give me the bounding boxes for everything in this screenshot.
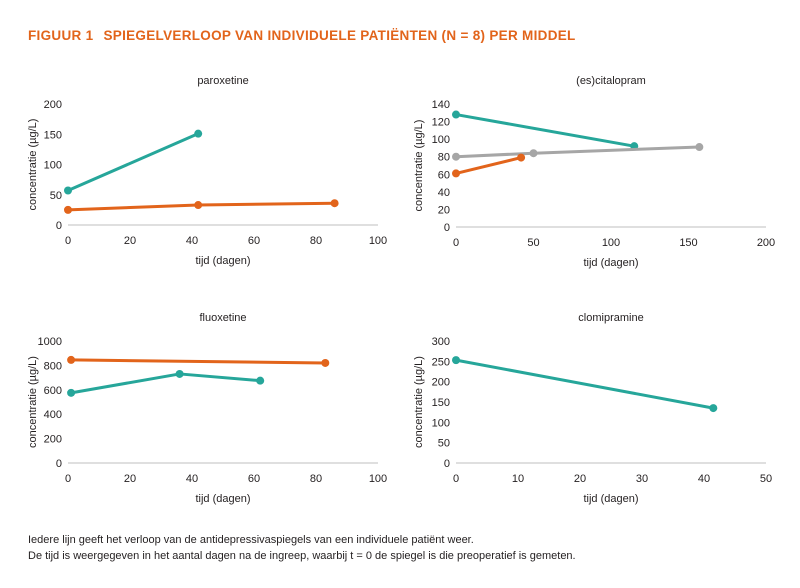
- data-point: [64, 205, 72, 214]
- x-tick-label: 50: [760, 473, 772, 485]
- data-point: [256, 376, 265, 385]
- x-tick-label: 0: [65, 235, 71, 247]
- data-point: [529, 149, 538, 158]
- y-tick-label: 200: [44, 99, 62, 111]
- y-tick-label: 200: [44, 434, 62, 446]
- y-axis-label: concentratie (µg/L): [27, 356, 39, 448]
- data-point: [67, 355, 76, 364]
- data-point: [709, 404, 718, 413]
- y-tick-label: 40: [438, 187, 450, 199]
- y-tick-label: 0: [444, 458, 450, 470]
- data-point: [452, 152, 460, 161]
- chart-title: paroxetine: [197, 75, 248, 87]
- y-tick-label: 50: [50, 190, 62, 202]
- footnote-line-2: De tijd is weergegeven in het aantal dag…: [28, 550, 576, 562]
- data-point: [452, 169, 460, 178]
- x-tick-label: 80: [310, 473, 322, 485]
- data-point: [321, 358, 330, 367]
- data-point: [695, 143, 704, 152]
- data-point: [194, 129, 203, 138]
- chart-2: (es)citalopram 0 50 100 150 200 0 20 40 60 80 100 12…: [413, 75, 775, 269]
- y-tick-label: 80: [438, 152, 450, 164]
- chart-title: (es)citalopram: [576, 75, 646, 87]
- y-tick-label: 800: [44, 360, 62, 372]
- chart-title: fluoxetine: [199, 312, 246, 324]
- y-tick-label: 1000: [38, 336, 62, 348]
- x-tick-label: 0: [453, 237, 459, 249]
- y-tick-label: 250: [432, 356, 450, 368]
- x-axis-label: tijd (dagen): [195, 493, 250, 505]
- series-line: [69, 358, 327, 365]
- chart-4: clomipramine 0 10 20 30 40 50 0 50 100 150 200 250 30…: [413, 312, 772, 505]
- footnote-line-1: Iedere lijn geeft het verloop van de ant…: [28, 534, 474, 546]
- figure-label: FIGUUR 1: [28, 28, 94, 43]
- x-axis-label: tijd (dagen): [195, 255, 250, 267]
- figure-title-text: SPIEGELVERLOOP VAN INDIVIDUELE PATIËNTEN…: [103, 28, 576, 43]
- data-point: [452, 356, 460, 365]
- x-tick-label: 150: [679, 237, 697, 249]
- figure-title: FIGUUR 1 SPIEGELVERLOOP VAN INDIVIDUELE …: [28, 28, 576, 43]
- x-tick-label: 100: [602, 237, 620, 249]
- y-tick-label: 600: [44, 385, 62, 397]
- y-tick-label: 100: [44, 160, 62, 172]
- x-tick-label: 60: [248, 473, 260, 485]
- y-tick-label: 120: [432, 117, 450, 129]
- x-tick-label: 100: [369, 473, 387, 485]
- y-tick-label: 20: [438, 204, 450, 216]
- data-point: [452, 110, 460, 119]
- x-tick-label: 40: [186, 473, 198, 485]
- y-tick-label: 0: [56, 220, 62, 232]
- x-tick-label: 200: [757, 237, 775, 249]
- data-point: [330, 199, 339, 208]
- y-tick-label: 50: [438, 438, 450, 450]
- y-tick-label: 0: [56, 458, 62, 470]
- y-tick-label: 150: [432, 397, 450, 409]
- y-tick-label: 140: [432, 99, 450, 111]
- series-line: [66, 132, 200, 193]
- x-tick-label: 30: [636, 473, 648, 485]
- chart-title: clomipramine: [578, 312, 643, 324]
- x-tick-label: 0: [65, 473, 71, 485]
- x-tick-label: 100: [369, 235, 387, 247]
- y-tick-label: 300: [432, 336, 450, 348]
- x-tick-label: 60: [248, 235, 260, 247]
- y-tick-label: 100: [432, 134, 450, 146]
- data-point: [175, 369, 184, 378]
- chart-1: paroxetine 0 20 40 60 80 100 0 50 100 150 200 tijd (…: [27, 75, 387, 267]
- x-tick-label: 40: [186, 235, 198, 247]
- y-tick-label: 60: [438, 169, 450, 181]
- y-axis-label: concentratie (µg/L): [413, 120, 425, 212]
- x-tick-label: 20: [124, 473, 136, 485]
- y-tick-label: 400: [44, 409, 62, 421]
- y-axis-label: concentratie (µg/L): [27, 119, 39, 211]
- figure-footnote: Iedere lijn geeft het verloop van de ant…: [28, 532, 576, 564]
- y-tick-label: 0: [444, 222, 450, 234]
- series-line: [69, 372, 262, 395]
- data-point: [517, 153, 526, 162]
- data-point: [67, 388, 76, 397]
- x-axis-label: tijd (dagen): [583, 257, 638, 269]
- data-point: [194, 201, 203, 210]
- y-tick-label: 100: [432, 417, 450, 429]
- x-tick-label: 40: [698, 473, 710, 485]
- x-tick-label: 20: [574, 473, 586, 485]
- y-tick-label: 200: [432, 377, 450, 389]
- series-line: [454, 113, 636, 148]
- x-tick-label: 50: [527, 237, 539, 249]
- x-tick-label: 10: [512, 473, 524, 485]
- x-axis-label: tijd (dagen): [583, 493, 638, 505]
- x-tick-label: 80: [310, 235, 322, 247]
- data-point: [64, 186, 72, 195]
- y-axis-label: concentratie (µg/L): [413, 356, 425, 448]
- series-line: [454, 358, 715, 410]
- x-tick-label: 0: [453, 473, 459, 485]
- x-tick-label: 20: [124, 235, 136, 247]
- series-line: [454, 156, 523, 175]
- y-tick-label: 150: [44, 129, 62, 141]
- series-line: [454, 145, 701, 159]
